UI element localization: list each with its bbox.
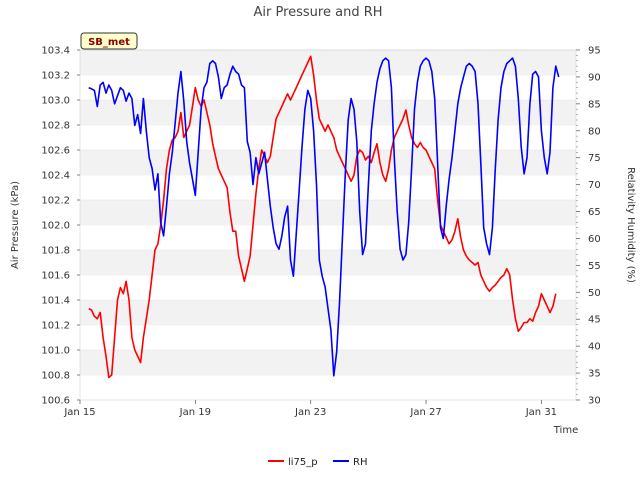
y-axis-right-label: Relativity Humidity (%) <box>625 167 636 283</box>
chart-title: Air Pressure and RH <box>253 5 382 20</box>
y-right-tick-label-4: 50 <box>588 288 601 299</box>
y-right-tick-label-11: 85 <box>588 99 601 110</box>
band-9 <box>80 150 576 175</box>
y-left-tick-label-7: 102.0 <box>41 221 70 232</box>
y-left-tick-label-13: 103.2 <box>41 71 70 82</box>
x-tick-label-1: Jan 19 <box>179 407 211 418</box>
y-right-tick-label-3: 45 <box>588 315 601 326</box>
band-13 <box>80 50 576 75</box>
y-right-tick-label-10: 80 <box>588 126 601 137</box>
y-left-tick-label-8: 102.2 <box>41 196 70 207</box>
y-left-tick-label-9: 102.4 <box>41 171 70 182</box>
y-right-tick-label-7: 65 <box>588 207 601 218</box>
series-line-rh <box>88 57 560 377</box>
y-left-tick-label-0: 100.6 <box>41 396 70 407</box>
band-11 <box>80 100 576 125</box>
background-bands <box>80 49 576 376</box>
x-tick-label-0: Jan 15 <box>63 407 95 418</box>
y-left-tick-label-6: 101.8 <box>41 246 70 257</box>
site-label: SB_met <box>88 37 130 48</box>
band-5 <box>80 250 576 275</box>
band-7 <box>80 200 576 225</box>
legend-label-rh: RH <box>353 457 367 468</box>
y-right-tick-label-2: 40 <box>588 342 601 353</box>
x-tick-label-2: Jan 23 <box>294 407 326 418</box>
y-right-tick-label-0: 30 <box>588 396 601 407</box>
site-badge: SB_met <box>80 32 138 50</box>
y-axis-left-label: Air Pressure (kPa) <box>10 181 21 269</box>
band-1 <box>80 350 576 375</box>
y-right-tick-label-8: 70 <box>588 180 601 191</box>
y-left-tick-label-5: 101.6 <box>41 271 70 282</box>
y-right-tick-label-6: 60 <box>588 234 601 245</box>
y-left-tick-label-4: 101.4 <box>41 296 70 307</box>
x-tick-label-3: Jan 27 <box>409 407 441 418</box>
tick-group: 100.6 100.8 101.0 101.2 101.4 101.6 101.8 102.0… <box>41 46 600 419</box>
series-line-li75_p <box>88 55 557 379</box>
y-right-tick-label-12: 90 <box>588 72 601 83</box>
y-right-tick-label-5: 55 <box>588 261 601 272</box>
legend: li75_p RH <box>268 457 367 468</box>
y-left-tick-label-10: 102.6 <box>41 146 70 157</box>
site-badge-box <box>80 32 138 50</box>
x-axis-label: Time <box>553 425 578 436</box>
x-tick-label-4: Jan 31 <box>525 407 557 418</box>
y-left-tick-label-2: 101.0 <box>41 346 70 357</box>
y-right-tick-label-1: 35 <box>588 369 601 380</box>
y-left-tick-label-11: 102.8 <box>41 121 70 132</box>
y-left-tick-label-14: 103.4 <box>41 46 70 57</box>
y-right-tick-label-13: 95 <box>588 46 601 57</box>
y-right-tick-label-9: 75 <box>588 153 601 164</box>
legend-label-li75_p: li75_p <box>288 457 318 468</box>
y-left-tick-label-3: 101.2 <box>41 321 70 332</box>
y-left-tick-label-1: 100.8 <box>41 371 70 382</box>
y-left-tick-label-12: 103.0 <box>41 96 70 107</box>
series-group <box>88 55 560 379</box>
